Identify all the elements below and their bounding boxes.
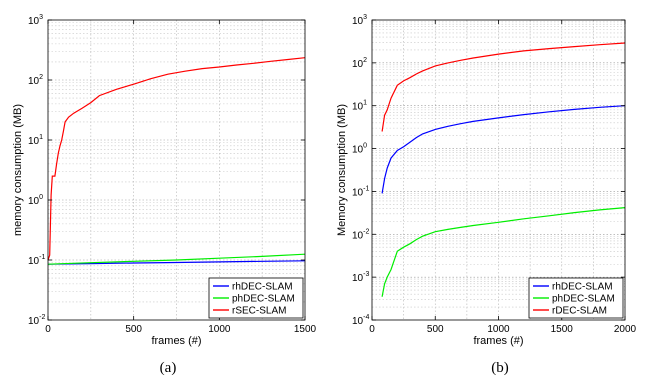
legend-label: rhDEC-SLAM (552, 282, 613, 293)
plot-area (48, 20, 305, 320)
chart-b: 0 500 1000 1500 2000 10-4 10-3 10-2 10-1 100 101 10… (336, 14, 637, 376)
series-line-2 (47, 253, 306, 265)
legend-label: phDEC-SLAM (232, 294, 295, 305)
legend-label: rDEC-SLAM (552, 306, 607, 317)
x-tick-label: 500 (427, 324, 444, 335)
legend-label: rhDEC-SLAM (232, 282, 293, 293)
y-tick-label: 10-4 (352, 314, 369, 327)
x-tick-label: 1000 (208, 324, 231, 335)
panel-caption: (a) (160, 360, 177, 376)
series-line-1 (47, 260, 306, 265)
x-tick-label: 500 (125, 324, 142, 335)
y-tick-label: 100 (352, 143, 367, 156)
y-tick-label: 10-1 (28, 254, 45, 267)
x-tick-label: 2000 (614, 324, 637, 335)
y-tick-label: 10-2 (28, 314, 45, 327)
axes-frame (47, 19, 306, 321)
series-line-3 (381, 42, 626, 132)
y-tick-label: 100 (28, 194, 43, 207)
series-line-3 (47, 57, 306, 261)
x-axis-label: frames (#) (473, 335, 523, 347)
x-tick-label: 1000 (487, 324, 510, 335)
y-tick-label: 102 (28, 74, 43, 87)
y-tick-label: 10-1 (352, 185, 369, 198)
x-axis-label: frames (#) (151, 335, 201, 347)
chart-a: 0 500 1000 1500 10-2 10-1 100 101 102 103 frames (… (12, 14, 317, 376)
y-tick-label: 102 (352, 57, 367, 70)
y-tick-label: 103 (28, 14, 43, 27)
y-tick-label: 10-2 (352, 228, 369, 241)
x-tick-label: 1500 (551, 324, 574, 335)
grid (372, 20, 625, 320)
legend-label: phDEC-SLAM (552, 294, 615, 305)
y-tick-label: 103 (352, 14, 367, 27)
y-axis-label: memory consumption (MB) (12, 104, 24, 236)
x-tick-label: 1500 (294, 324, 317, 335)
y-tick-label: 101 (352, 100, 367, 113)
y-tick-label: 10-3 (352, 271, 369, 284)
x-tick-label: 0 (45, 324, 51, 335)
series-line-1 (381, 105, 626, 194)
y-axis-label: Memory consumption (MB) (336, 104, 348, 236)
legend-label: rSEC-SLAM (232, 306, 286, 317)
x-tick-label: 0 (369, 324, 375, 335)
panel-caption: (b) (491, 360, 509, 376)
series-line-2 (381, 207, 626, 297)
y-tick-label: 101 (28, 134, 43, 147)
